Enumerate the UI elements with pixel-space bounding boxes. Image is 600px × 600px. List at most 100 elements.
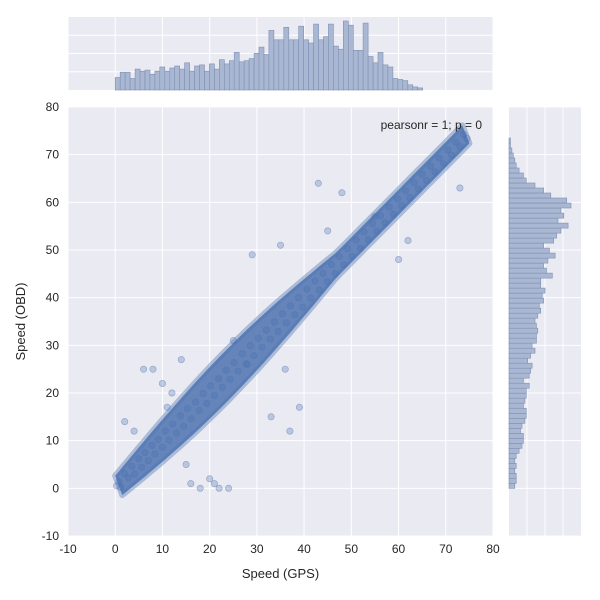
y-marginal-bar [508,317,536,324]
scatter-point [281,365,289,373]
x-marginal-bar [119,71,126,91]
scatter-point [371,213,379,221]
y-marginal-bar [508,412,527,419]
scatter-point [158,379,166,387]
scatter-point [315,286,323,294]
y-tick-label: 0 [52,481,59,495]
y-marginal-bar [508,322,537,329]
y-marginal-bar [508,222,569,229]
scatter-point [225,484,233,492]
scatter-point [192,398,200,406]
x-marginal-bar [209,63,215,91]
scatter-point [331,269,339,277]
scatter-point [427,162,435,170]
x-marginal-bar [337,48,344,91]
scatter-point [226,375,234,383]
x-marginal-bar [342,20,349,91]
scatter-point [250,352,258,360]
y-marginal-bar [508,157,516,164]
scatter-point [138,463,146,471]
y-marginal-bar [508,377,524,384]
y-marginal-bar [508,172,524,179]
x-marginal-bar [144,69,151,91]
scatter-point [344,245,352,253]
scatter-point [294,294,302,302]
scatter-point [128,462,136,470]
scatter-point [210,391,218,399]
pearson-annotation: pearsonr = 1; p = 0 [381,118,483,132]
x-marginal-bar [293,39,300,91]
y-marginal-bar [508,197,568,204]
scatter-point [113,482,121,490]
y-marginal-bar [508,477,517,484]
y-marginal-bar [508,257,549,264]
scatter-point [286,427,294,435]
y-marginal-bar [508,347,536,354]
x-marginal-bar [308,42,314,91]
scatter-point [248,251,256,259]
scatter-point [222,366,230,374]
y-marginal-bar [508,327,539,334]
x-marginal-bar [412,86,419,91]
y-tick-label: 50 [46,243,60,257]
x-marginal-bar [159,66,166,91]
scatter-point [151,450,159,458]
y-marginal-bar [508,442,523,449]
y-marginal-bar [508,227,562,234]
x-marginal-bar [362,22,369,91]
y-marginal-bar [508,307,542,314]
y-marginal-bar [508,367,531,374]
scatter-point [406,194,414,202]
y-marginal-bar [508,362,533,369]
y-marginal-bar [508,427,521,434]
scatter-point [173,429,181,437]
y-marginal-bar [508,407,527,414]
x-tick-label: 10 [156,542,170,556]
y-tick-label: 40 [46,291,60,305]
scatter-point [395,255,403,263]
x-marginal-bar [352,49,359,91]
scatter-point [456,143,464,151]
x-marginal-bar [328,23,334,91]
scatter-point [452,138,460,146]
scatter-point [311,277,319,285]
scatter-point [158,443,166,451]
scatter-point [206,475,214,483]
scatter-point [314,179,322,187]
x-marginal-bar [134,68,141,91]
scatter-point [360,228,368,236]
x-marginal-bar [372,62,379,91]
scatter-point [435,154,443,162]
scatter-point [319,269,327,277]
y-marginal-bar [508,337,537,344]
scatter-point [369,220,377,228]
x-tick-label: 40 [297,542,311,556]
x-marginal-bar [139,70,146,91]
x-marginal-bar [199,64,205,91]
scatter-point [177,356,185,364]
y-marginal-bar [508,137,511,144]
y-marginal-bar [508,152,514,159]
y-marginal-bar [508,422,523,429]
y-marginal-bar [508,472,517,479]
y-marginal-bar [508,237,555,244]
x-marginal-bar [129,78,136,91]
scatter-point [307,294,315,302]
scatter-point [176,412,184,420]
y-marginal-bar [508,232,557,239]
scatter-point [161,427,169,435]
y-marginal-bar [508,282,542,289]
scatter-point [117,483,125,491]
x-marginal-bar [283,26,290,91]
x-marginal-bar [387,66,394,91]
y-marginal-bar [508,192,552,199]
scatter-point [141,449,149,457]
scatter-point [230,358,238,366]
scatter-point [463,135,471,143]
scatter-point [381,219,389,227]
x-marginal-bar [313,23,319,91]
scatter-point [163,403,171,411]
scatter-point [195,407,203,415]
scatter-point [154,435,162,443]
x-marginal-bar [258,46,265,91]
